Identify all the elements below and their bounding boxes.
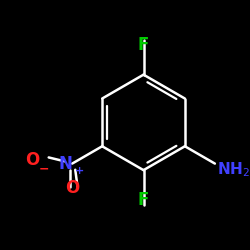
Text: O: O: [25, 151, 40, 169]
Text: +: +: [75, 166, 85, 176]
Text: O: O: [65, 179, 79, 197]
Text: F: F: [138, 36, 149, 54]
Text: −: −: [39, 162, 49, 175]
Text: F: F: [138, 191, 149, 209]
Text: N: N: [58, 154, 72, 172]
Text: NH$_2$: NH$_2$: [217, 160, 250, 179]
